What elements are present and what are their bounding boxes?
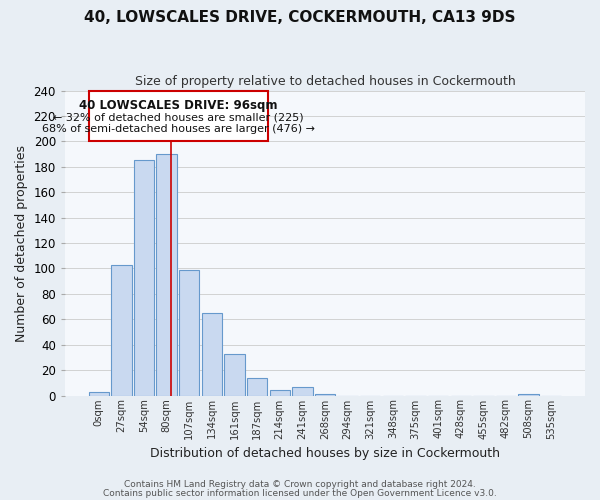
- Bar: [89, 392, 109, 396]
- FancyBboxPatch shape: [89, 90, 268, 142]
- Y-axis label: Number of detached properties: Number of detached properties: [15, 144, 28, 342]
- Bar: [315, 394, 335, 396]
- Text: 40, LOWSCALES DRIVE, COCKERMOUTH, CA13 9DS: 40, LOWSCALES DRIVE, COCKERMOUTH, CA13 9…: [84, 10, 516, 25]
- Bar: [179, 270, 199, 396]
- Text: 68% of semi-detached houses are larger (476) →: 68% of semi-detached houses are larger (…: [42, 124, 315, 134]
- Bar: [111, 264, 131, 396]
- Bar: [269, 390, 290, 396]
- Text: Contains public sector information licensed under the Open Government Licence v3: Contains public sector information licen…: [103, 488, 497, 498]
- Bar: [134, 160, 154, 396]
- Bar: [157, 154, 177, 396]
- Bar: [247, 378, 267, 396]
- Bar: [518, 394, 539, 396]
- Bar: [224, 354, 245, 396]
- Title: Size of property relative to detached houses in Cockermouth: Size of property relative to detached ho…: [134, 75, 515, 88]
- Bar: [292, 386, 313, 396]
- Text: 40 LOWSCALES DRIVE: 96sqm: 40 LOWSCALES DRIVE: 96sqm: [79, 100, 278, 112]
- Bar: [202, 313, 222, 396]
- Text: ← 32% of detached houses are smaller (225): ← 32% of detached houses are smaller (22…: [53, 112, 304, 122]
- Text: Contains HM Land Registry data © Crown copyright and database right 2024.: Contains HM Land Registry data © Crown c…: [124, 480, 476, 489]
- X-axis label: Distribution of detached houses by size in Cockermouth: Distribution of detached houses by size …: [150, 447, 500, 460]
